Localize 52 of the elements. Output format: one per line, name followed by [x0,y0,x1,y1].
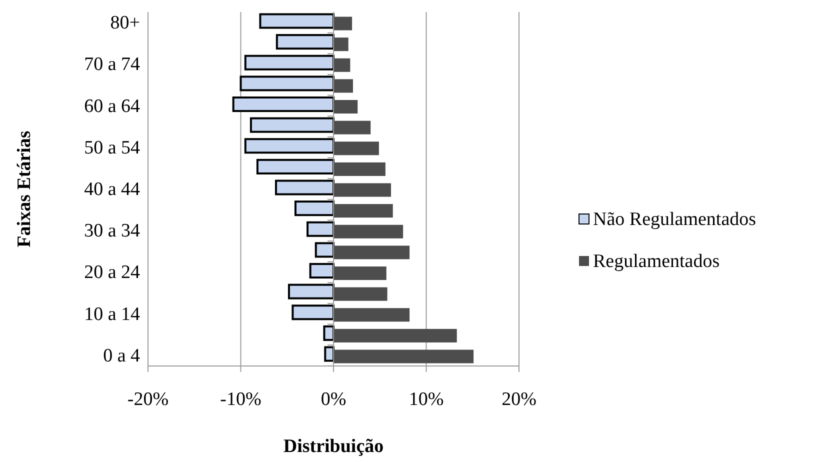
bar [334,38,348,52]
bar [274,180,334,196]
bar [232,96,334,112]
y-tick-label: 30 a 34 [84,220,140,242]
bar [250,117,334,133]
x-tick-label: -20% [127,389,169,410]
bar [324,346,334,362]
bar [334,308,410,322]
bar [334,79,353,93]
x-tick-label: 20% [502,389,537,410]
legend-label: Regulamentados [593,251,720,272]
bar [334,287,388,301]
bar [240,76,334,92]
bar [334,58,350,72]
y-tick-label: 0 a 4 [103,345,140,366]
x-tick-label: -10% [220,389,262,410]
bar [323,325,334,341]
y-tick-label: 20 a 24 [84,262,140,284]
bar [259,13,334,29]
bar [334,183,392,197]
x-tick-label: 0% [320,389,346,410]
y-tick-label: 80+ [110,12,140,34]
bar [334,246,410,260]
bar [334,266,386,280]
y-tick-label: 40 a 44 [84,179,140,200]
bar [334,204,393,218]
bar [276,34,334,50]
bar [294,200,334,216]
y-tick-label: 10 a 14 [84,304,140,325]
y-tick-label: 60 a 64 [84,96,140,117]
x-tick-label: 10% [408,389,444,410]
bar [288,284,334,300]
bar [334,162,386,176]
bar [334,224,404,238]
bar [306,221,334,237]
y-tick-label: 70 a 74 [84,54,140,76]
bar [309,262,334,279]
bar [314,242,334,258]
y-tick-label: 50 a 54 [84,137,140,158]
legend-label: Não Regulamentados [593,209,756,230]
bar [292,304,334,320]
y-axis-title: Faixas Etárias [14,130,35,248]
x-axis-title: Distribuição [283,436,384,457]
bar [334,16,352,30]
bar [334,100,358,114]
bar [256,158,334,174]
bar [334,120,371,134]
bar [334,142,379,156]
bar [244,138,334,154]
bar [244,54,334,70]
bar [334,328,457,342]
bar [334,350,474,364]
